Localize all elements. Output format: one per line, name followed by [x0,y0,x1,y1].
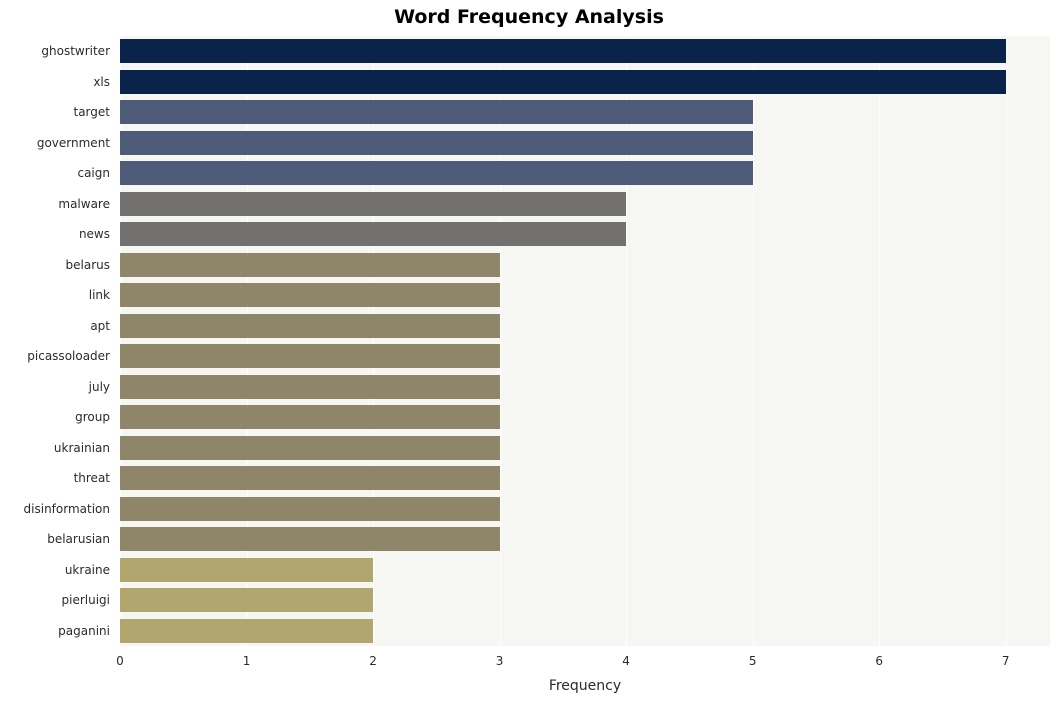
plot-area: Frequency 01234567ghostwriterxlstargetgo… [120,36,1050,646]
gridline [753,36,754,646]
y-tick-picassoloader: picassoloader [27,349,120,363]
gridline [247,36,248,646]
bar-july [120,375,500,399]
bar-caign [120,161,753,185]
y-tick-malware: malware [58,197,120,211]
x-axis-label: Frequency [120,678,1050,694]
y-tick-caign: caign [77,166,120,180]
bar-apt [120,314,500,338]
bar-news [120,222,626,246]
bar-ghostwriter [120,39,1006,63]
y-tick-group: group [75,410,120,424]
y-tick-news: news [79,227,120,241]
x-tick: 5 [749,646,757,668]
bar-malware [120,192,626,216]
x-tick: 2 [369,646,377,668]
y-tick-target: target [74,105,121,119]
bar-ukrainian [120,436,500,460]
x-tick: 7 [1002,646,1010,668]
y-tick-xls: xls [93,75,120,89]
bar-paganini [120,619,373,643]
x-tick: 0 [116,646,124,668]
y-tick-ukrainian: ukrainian [54,441,120,455]
y-tick-pierluigi: pierluigi [62,593,121,607]
y-tick-government: government [37,136,120,150]
gridline [626,36,627,646]
x-tick: 3 [496,646,504,668]
bar-threat [120,466,500,490]
bar-disinformation [120,497,500,521]
y-tick-july: july [89,380,120,394]
x-tick: 1 [243,646,251,668]
gridline [500,36,501,646]
y-tick-threat: threat [74,471,120,485]
word-frequency-chart: Word Frequency Analysis Frequency 012345… [0,0,1058,701]
bar-target [120,100,753,124]
bar-government [120,131,753,155]
bar-picassoloader [120,344,500,368]
y-tick-apt: apt [90,319,120,333]
gridline [373,36,374,646]
bar-ukraine [120,558,373,582]
bar-belarusian [120,527,500,551]
gridline [1006,36,1007,646]
y-tick-belarus: belarus [66,258,120,272]
bar-group [120,405,500,429]
bar-xls [120,70,1006,94]
chart-title: Word Frequency Analysis [0,6,1058,28]
y-tick-belarusian: belarusian [47,532,120,546]
y-tick-link: link [89,288,120,302]
bar-link [120,283,500,307]
gridline [879,36,880,646]
bar-pierluigi [120,588,373,612]
y-tick-disinformation: disinformation [24,502,120,516]
x-tick: 6 [875,646,883,668]
y-tick-ukraine: ukraine [65,563,120,577]
y-tick-ghostwriter: ghostwriter [41,44,120,58]
y-tick-paganini: paganini [58,624,120,638]
bar-belarus [120,253,500,277]
x-tick: 4 [622,646,630,668]
gridline [120,36,121,646]
